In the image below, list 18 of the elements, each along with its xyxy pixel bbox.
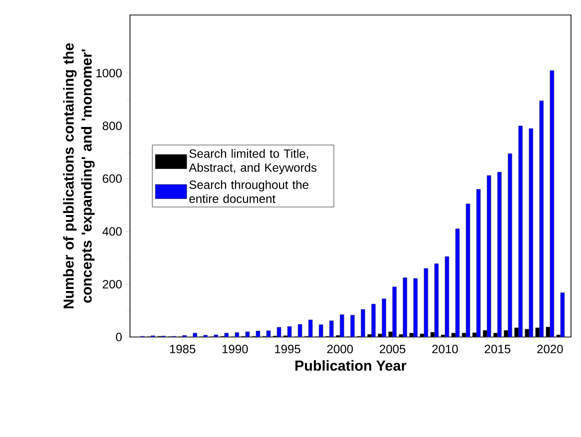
y-tick-label: 400 bbox=[102, 227, 122, 236]
x-tick-label: 2020 bbox=[537, 344, 563, 354]
x-tick-label: 2015 bbox=[484, 344, 510, 354]
y-tick-label: 800 bbox=[102, 122, 122, 130]
y-axis-title: Number of publications containing the concepts 'expanding' and 'monomer' bbox=[63, 43, 95, 308]
x-tick-label: 2000 bbox=[327, 344, 353, 354]
y-tick-label: 600 bbox=[102, 174, 122, 183]
x-tick-label: 1995 bbox=[275, 344, 300, 354]
y-tick-label: 0 bbox=[116, 332, 122, 342]
legend-label: Search limited to Title, Abstract, and Keywords bbox=[188, 149, 316, 174]
x-tick-label: 1990 bbox=[222, 344, 248, 354]
x-tick-label: 1985 bbox=[170, 344, 196, 354]
y-tick-label: 200 bbox=[102, 280, 122, 288]
x-tick-label: 2010 bbox=[432, 344, 458, 354]
x-axis-title: Publication Year bbox=[295, 360, 406, 371]
legend-label: Search throughout the entire document bbox=[189, 180, 308, 203]
y-tick-label: 1000 bbox=[96, 68, 122, 78]
x-tick-label: 2005 bbox=[380, 344, 406, 354]
